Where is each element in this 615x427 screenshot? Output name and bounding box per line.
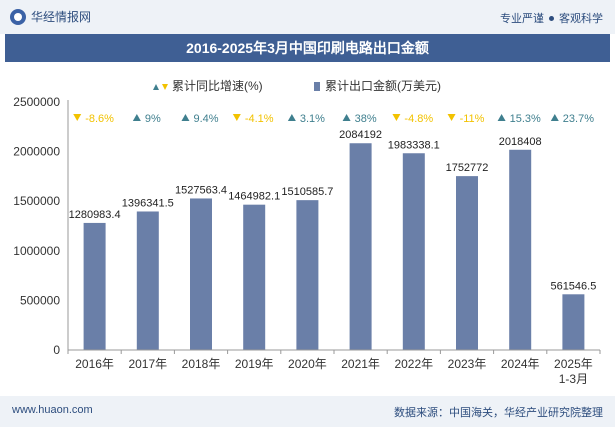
x-tick-label: 2024年 (501, 357, 540, 371)
y-tick-label: 2500000 (13, 95, 60, 109)
growth-rate-label: 23.7% (563, 113, 594, 125)
y-axis: 0 500000 1000000 1500000 2000000 2500000 (13, 95, 69, 357)
x-tick-label: 2018年 (182, 357, 221, 371)
top-bar: 华经情报网 专业严谨 客观科学 (0, 0, 615, 34)
bar-value-label: 1983338.1 (388, 139, 440, 151)
chart-title: 2016-2025年3月中国印刷电路出口金额 (5, 34, 610, 62)
bar-value-label: 561546.5 (550, 280, 596, 292)
bar-chart: 累计同比增速(%) 累计出口金额(万美元) 0 500000 1000000 15000… (13, 78, 601, 386)
legend-item-growth[interactable]: 累计同比增速(%) (153, 79, 263, 93)
growth-rate-label: -4.1% (245, 113, 274, 125)
growth-rate-label: 9% (145, 113, 161, 125)
bar[interactable] (83, 222, 106, 350)
footer: www.huaon.com 数据来源：中国海关，华经产业研究院整理 (0, 396, 615, 427)
growth-up-triangle-icon (287, 114, 296, 121)
growth-down-triangle-icon (392, 114, 401, 121)
growth-up-triangle-icon (342, 114, 351, 121)
growth-down-triangle-icon (232, 114, 241, 121)
legend-up-triangle-icon (153, 84, 159, 90)
growth-up-triangle-icon (132, 114, 141, 121)
x-tick-label: 2019年 (235, 357, 274, 371)
separator-dot-icon (549, 15, 554, 21)
bar[interactable] (509, 149, 532, 350)
growth-down-triangle-icon (73, 114, 82, 121)
bar[interactable] (243, 204, 266, 350)
x-tick-label: 2025年 (554, 357, 593, 371)
bar-value-label: 1464982.1 (228, 191, 280, 203)
legend-item-amount[interactable]: 累计出口金额(万美元) (314, 78, 441, 93)
growth-up-triangle-icon (181, 114, 190, 121)
bar[interactable] (562, 294, 585, 350)
growth-rate-label: 9.4% (193, 113, 218, 125)
bar[interactable] (402, 153, 425, 350)
bar-value-label: 1396341.5 (122, 197, 174, 209)
brand-name: 华经情报网 (31, 10, 92, 24)
bar-value-label: 1752772 (446, 162, 489, 174)
growth-rate-label: 3.1% (300, 113, 325, 125)
growth-up-triangle-icon (497, 114, 506, 121)
y-tick-label: 0 (53, 343, 60, 357)
x-tick-label: 1-3月 (559, 372, 588, 386)
tag-objective: 客观科学 (559, 13, 603, 25)
x-tick-label: 2020年 (288, 357, 327, 371)
bars: 1280983.4 -8.6% 1396341.5 9% 1527563.4 9.4% 14… (69, 113, 596, 350)
tag-professional: 专业严谨 (500, 13, 544, 25)
growth-rate-label: -4.8% (404, 113, 433, 125)
header-tags: 专业严谨 客观科学 (500, 10, 603, 26)
growth-rate-label: -11% (460, 113, 485, 125)
brand-logo-icon (10, 8, 26, 25)
legend-bar-swatch-icon (314, 82, 320, 91)
bar-value-label: 2084192 (339, 129, 382, 141)
website-link[interactable]: www.huaon.com (12, 404, 93, 416)
data-source: 数据来源：中国海关，华经产业研究院整理 (394, 407, 603, 419)
x-tick-label: 2021年 (341, 357, 380, 371)
bar-value-label: 1280983.4 (69, 209, 121, 221)
chart-legend: 累计同比增速(%) 累计出口金额(万美元) (153, 78, 441, 93)
growth-rate-label: -8.6% (85, 113, 114, 125)
bar[interactable] (136, 211, 159, 350)
bar-value-label: 1510585.7 (281, 186, 333, 198)
legend-label-amount: 累计出口金额(万美元) (325, 78, 441, 93)
bar[interactable] (456, 176, 478, 350)
legend-down-triangle-icon (162, 84, 168, 90)
bar[interactable] (296, 200, 319, 350)
x-tick-label: 2022年 (394, 357, 433, 371)
x-tick-label: 2016年 (75, 357, 114, 371)
x-tick-label: 2023年 (448, 357, 487, 371)
y-tick-label: 2000000 (13, 145, 60, 159)
bar-value-label: 2018408 (499, 136, 542, 148)
growth-rate-label: 38% (355, 113, 377, 125)
growth-down-triangle-icon (447, 114, 456, 121)
bar[interactable] (190, 198, 212, 350)
brand[interactable]: 华经情报网 (10, 8, 91, 25)
bar-value-label: 1527563.4 (175, 184, 227, 196)
growth-up-triangle-icon (550, 114, 559, 121)
y-tick-label: 1500000 (13, 194, 60, 208)
x-tick-label: 2017年 (128, 357, 167, 371)
bar[interactable] (349, 143, 372, 350)
x-axis: 2016年 2017年 2018年 2019年 2020年 2021年 2022年 2023年… (67, 349, 601, 386)
y-tick-label: 1000000 (13, 244, 60, 258)
y-tick-label: 500000 (20, 293, 60, 307)
growth-rate-label: 15.3% (510, 113, 541, 125)
legend-label-growth: 累计同比增速(%) (172, 79, 263, 93)
